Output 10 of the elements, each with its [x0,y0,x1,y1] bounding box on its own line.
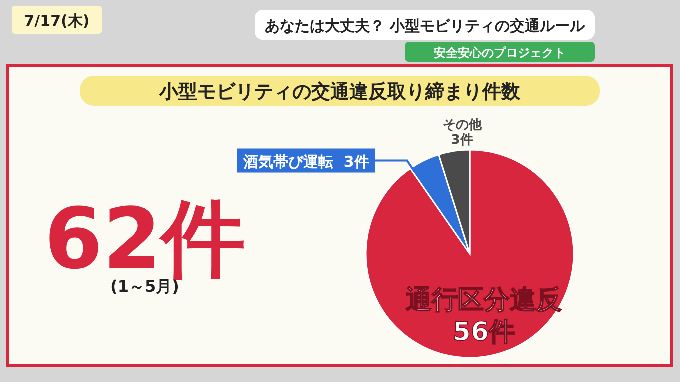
data-label: 56件 [452,318,516,348]
text: あなたは大丈夫？ 小型モビリティの交通ルール [264,17,586,35]
data-label: 3件 [344,152,370,171]
text: 安全安心のプロジェクト [434,46,566,60]
text: 7/17(木) [24,12,90,30]
slice-label: 通行区分違反 [406,286,562,316]
chart-title: 小型モビリティの交通違反取り締まり件数 [158,81,522,103]
slice-label: その他 [442,118,483,134]
slice-label: 酒気帯び運転 [242,152,334,171]
data-label: 3件 [451,133,474,148]
